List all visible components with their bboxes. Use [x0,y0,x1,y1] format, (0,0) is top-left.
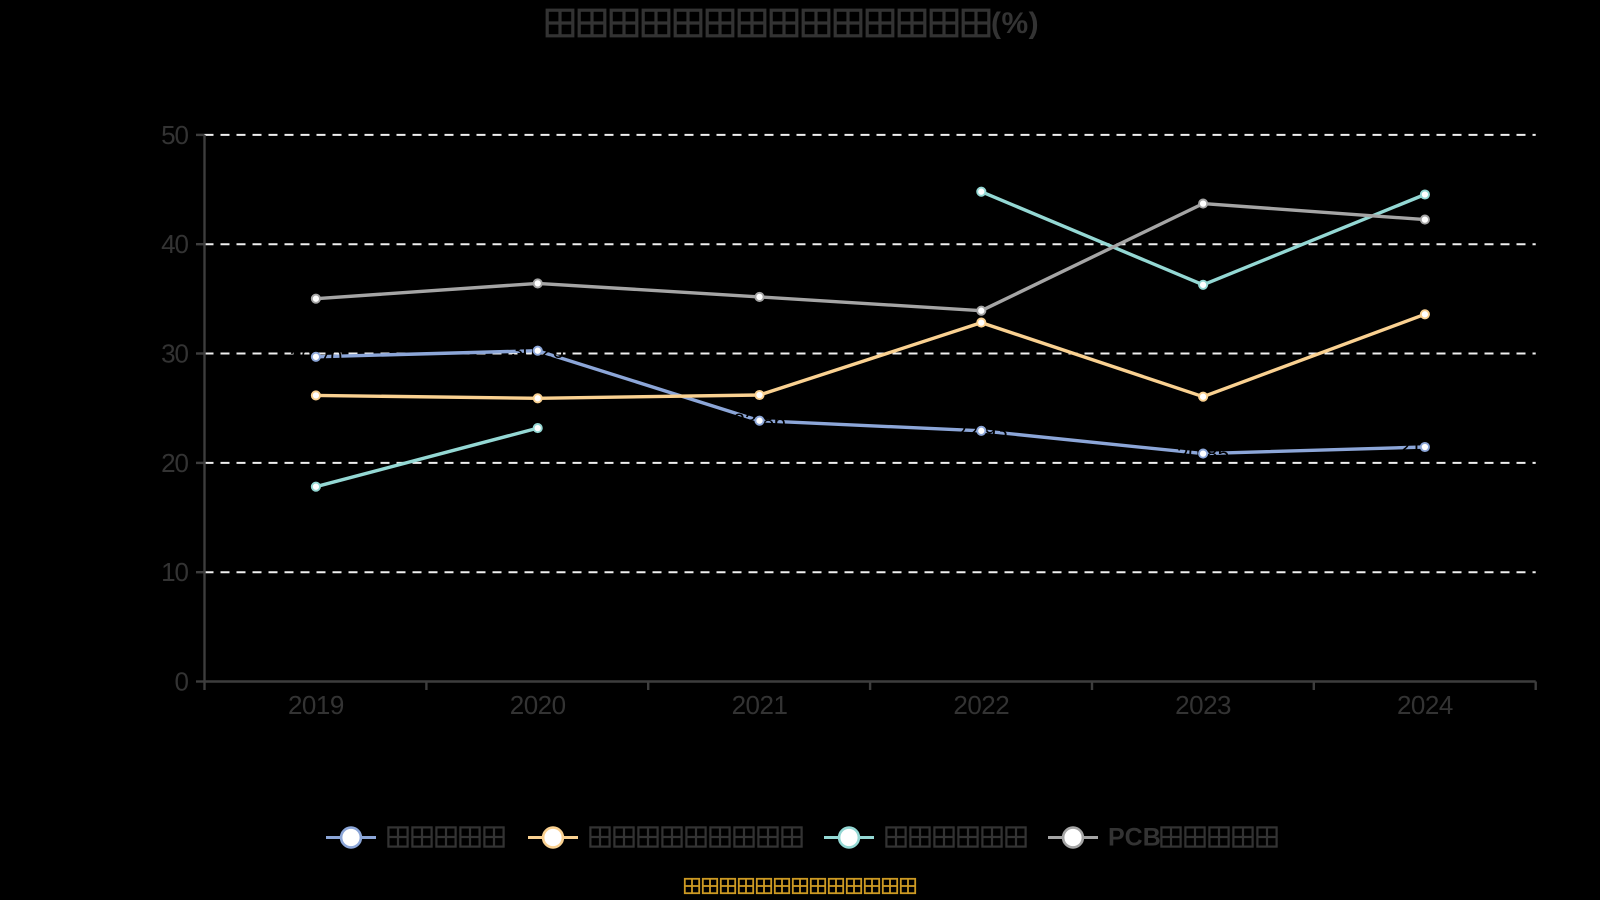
svg-text:2021: 2021 [732,690,788,720]
svg-text:PCB: PCB [1108,824,1161,852]
svg-text:(%): (%) [991,7,1039,40]
svg-text:10: 10 [161,557,188,587]
svg-text:20: 20 [161,448,188,478]
svg-text:2024: 2024 [1397,690,1453,720]
svg-text:2022: 2022 [953,690,1009,720]
svg-text:2019: 2019 [288,690,344,720]
svg-text:2020: 2020 [510,690,566,720]
svg-text:0: 0 [175,667,189,697]
svg-text:50: 50 [161,120,188,150]
svg-text:40: 40 [161,229,188,259]
svg-text:30: 30 [161,339,188,369]
svg-text:2023: 2023 [1175,690,1231,720]
